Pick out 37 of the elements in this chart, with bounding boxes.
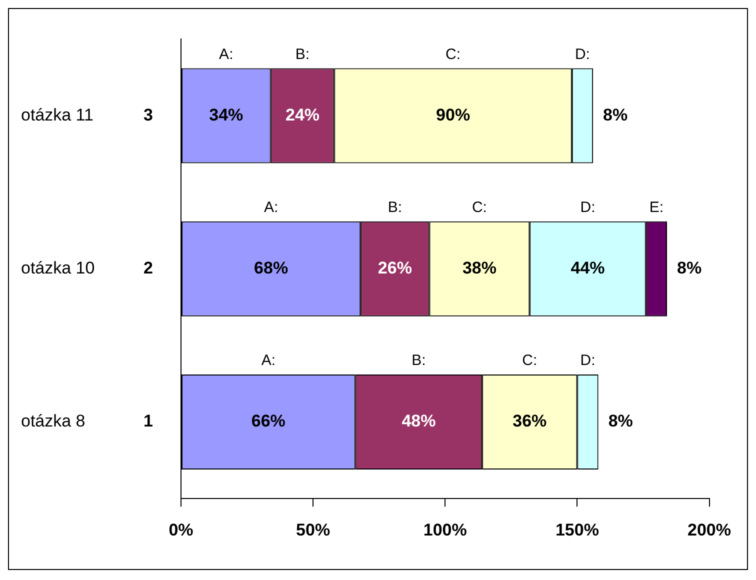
series-label: D: — [580, 352, 596, 370]
text: D: — [574, 46, 590, 63]
data-label: 90% — [436, 105, 470, 124]
y-tick-label: 2 — [144, 258, 153, 278]
x-tick-label: 200% — [688, 520, 731, 540]
text: B: — [388, 199, 402, 216]
text: A: — [264, 199, 278, 216]
data-label: 48% — [402, 412, 436, 431]
text: C: — [446, 46, 461, 63]
text: D: — [580, 199, 596, 216]
x-tick-label: 50% — [296, 520, 330, 540]
data-label: 8% — [608, 412, 633, 431]
text: otázka 8 — [21, 412, 86, 431]
x-tick-label: 150% — [555, 520, 599, 540]
data-label: 34% — [209, 105, 244, 124]
data-label: 36% — [512, 412, 547, 431]
data-label: 66% — [251, 412, 286, 431]
text: A: — [219, 46, 234, 63]
data-label: 26% — [378, 258, 412, 278]
y-tick-label: 1 — [144, 412, 153, 431]
text: otázka 10 — [21, 258, 95, 278]
data-label: 38% — [462, 258, 496, 278]
y-tick-label: 3 — [144, 105, 153, 124]
data-label: 8% — [603, 105, 628, 124]
text: B: — [295, 46, 310, 63]
text: otázka 11 — [21, 105, 94, 124]
series-label: C: — [522, 352, 538, 370]
data-label: 44% — [570, 258, 605, 278]
text: C: — [472, 199, 487, 216]
series-label: A: — [261, 352, 276, 370]
series-label: E: — [649, 199, 664, 216]
series-label: B: — [412, 352, 426, 370]
data-label: 8% — [677, 258, 702, 278]
x-tick-label: 100% — [423, 520, 467, 540]
x-tick-label: 0% — [168, 520, 194, 540]
data-label: 24% — [285, 105, 320, 124]
data-label: 68% — [254, 258, 288, 278]
